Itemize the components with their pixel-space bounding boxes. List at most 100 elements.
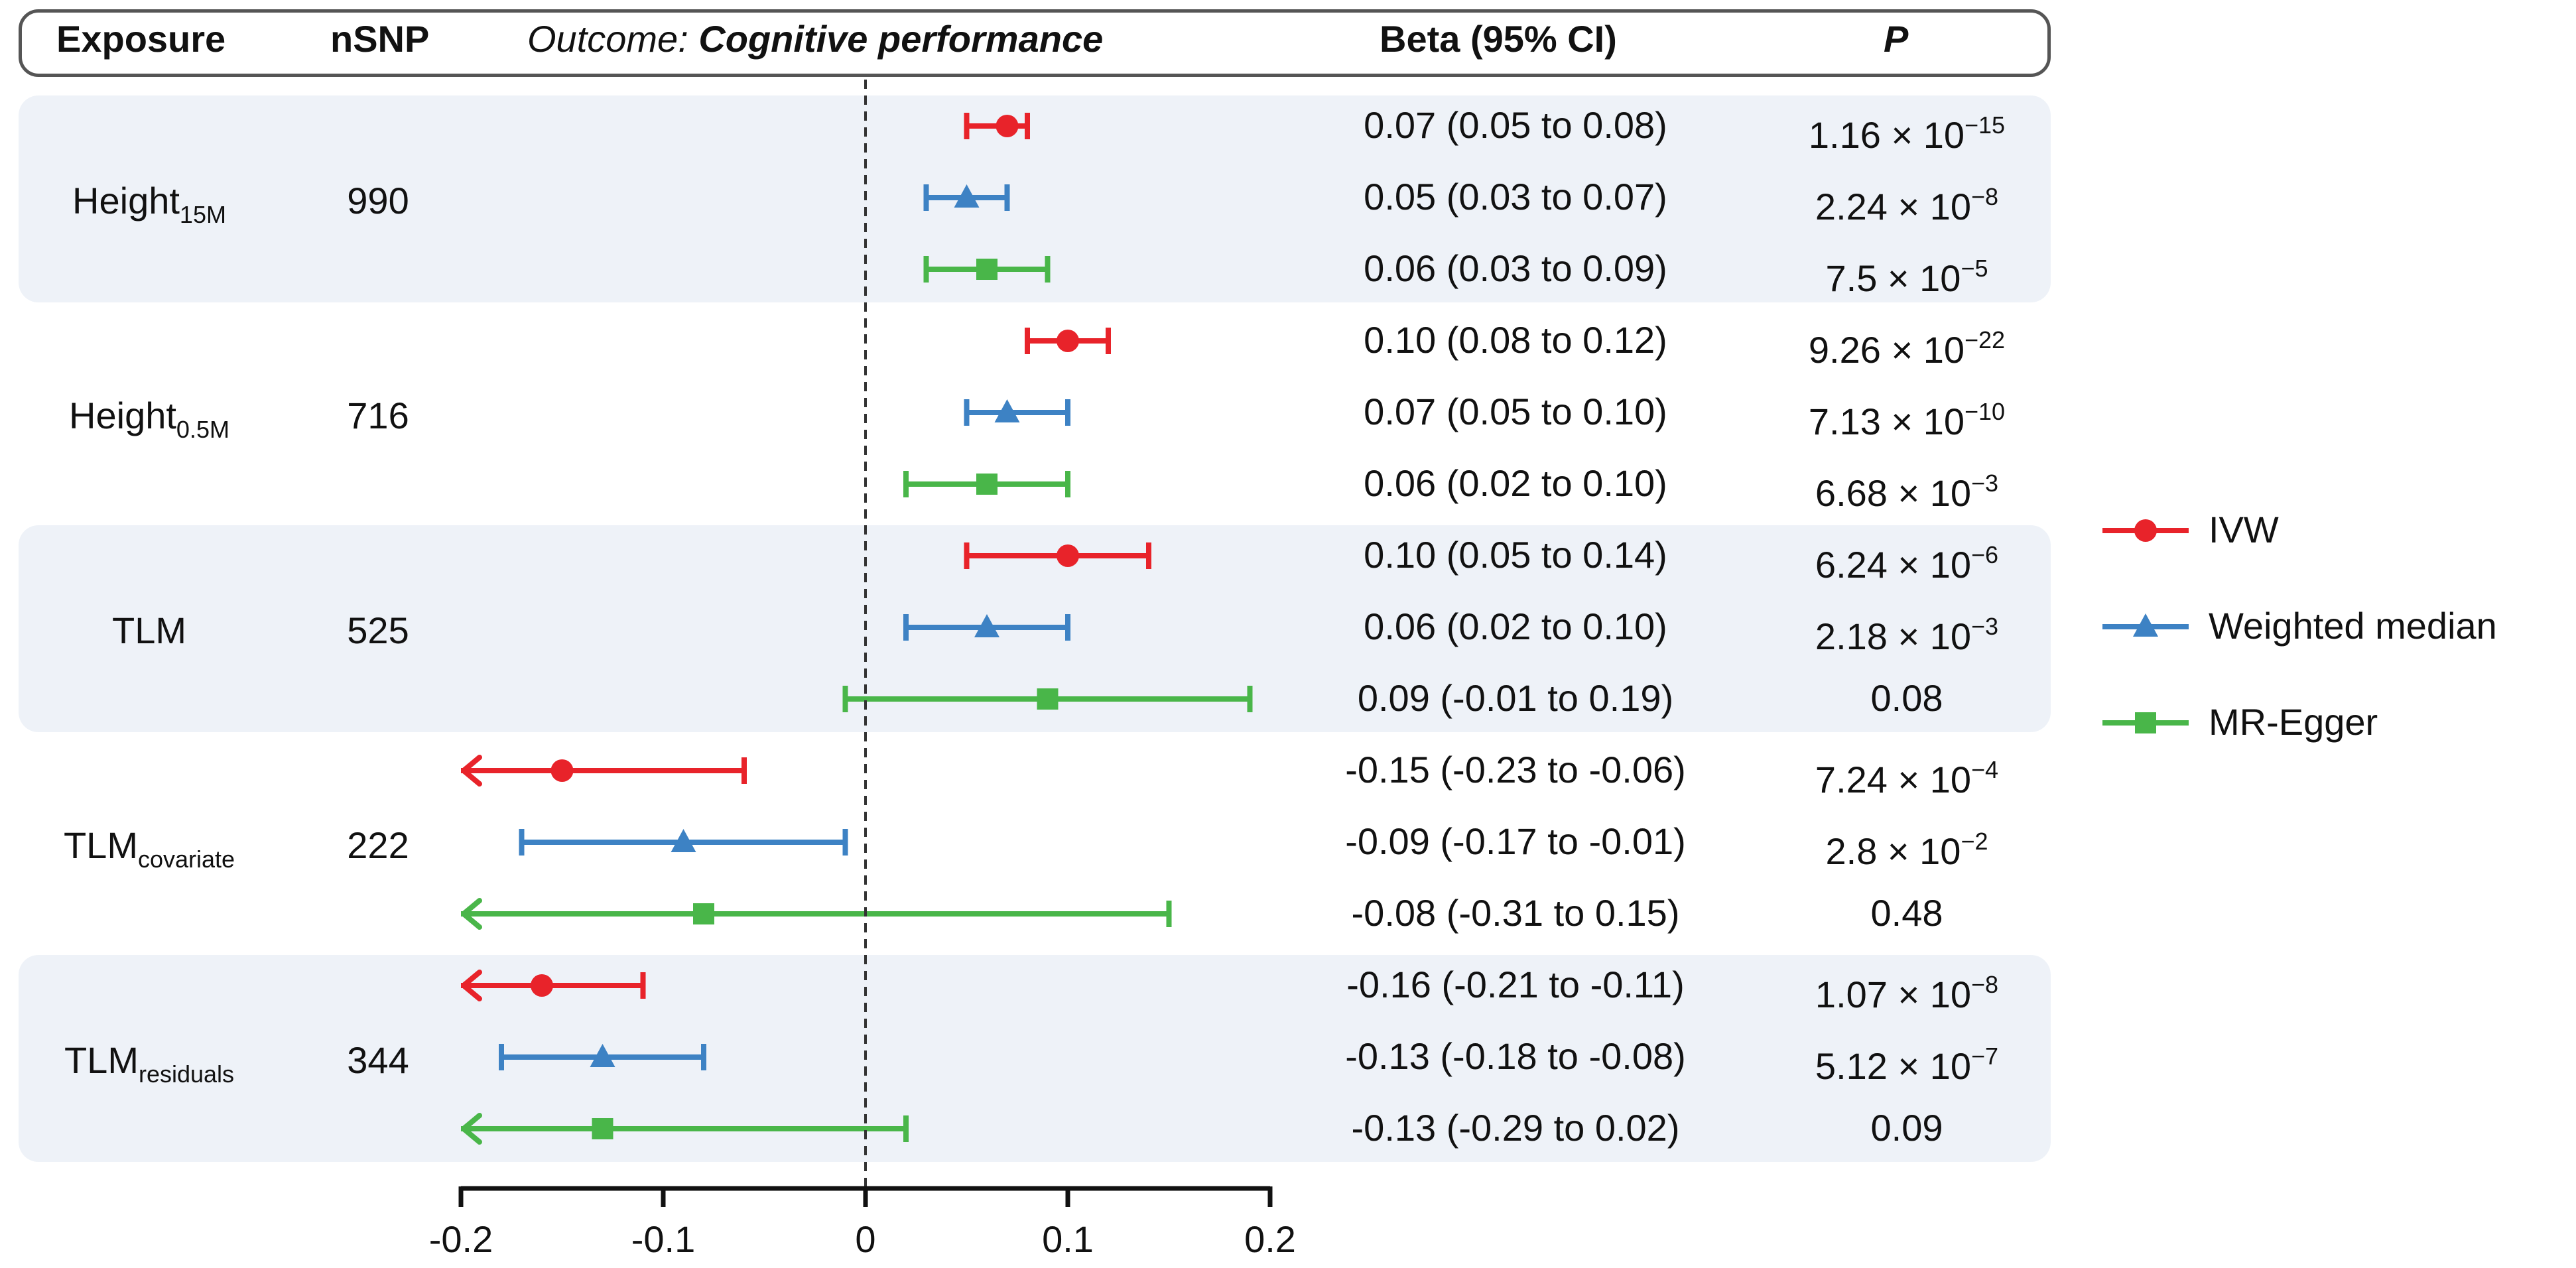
p-mantissa: 0.09	[1870, 1107, 1943, 1149]
legend-label: MR-Egger	[2209, 701, 2378, 743]
beta-ci-value: -0.09 (-0.17 to -0.01)	[1345, 820, 1686, 862]
beta-ci-value: 0.10 (0.05 to 0.14)	[1364, 534, 1667, 576]
p-value: 0.08	[1871, 675, 1943, 722]
forest-row-weighted_median	[519, 829, 848, 856]
point-estimate-triangle	[954, 184, 980, 208]
legend-item-ivw: IVW	[2096, 504, 2560, 557]
exposure-name: TLM	[112, 609, 186, 651]
beta-ci-value: 0.05 (0.03 to 0.07)	[1364, 176, 1667, 218]
p-value: 0.48	[1871, 890, 1943, 936]
beta-ci-value: 0.07 (0.05 to 0.10)	[1364, 391, 1667, 432]
exposure-label: Height0.5M	[69, 393, 229, 453]
header-bar	[19, 9, 2051, 77]
point-estimate-circle	[996, 115, 1019, 137]
exposure-label: Height15M	[72, 178, 226, 238]
exposure-label: TLMresiduals	[64, 1037, 234, 1098]
p-mantissa: 1.16 × 10	[1808, 114, 1965, 156]
point-estimate-circle	[531, 974, 553, 997]
beta-ci-value: -0.15 (-0.23 to -0.06)	[1345, 749, 1686, 791]
x-tick-label: -0.2	[429, 1218, 493, 1260]
p-mantissa: 2.8 × 10	[1825, 830, 1961, 872]
forest-row-mr_egger	[461, 1113, 909, 1145]
legend-item-weighted_median: Weighted median	[2096, 600, 2560, 653]
beta-ci-value: -0.08 (-0.31 to 0.15)	[1351, 892, 1680, 934]
p-mantissa: 5.12 × 10	[1815, 1045, 1972, 1087]
beta-ci-value: 0.06 (0.02 to 0.10)	[1364, 462, 1667, 504]
nsnp-value: 222	[347, 824, 409, 866]
group-band	[19, 955, 2051, 1162]
p-value: 6.24 × 10−6	[1815, 532, 1998, 588]
beta-ci-value: 0.06 (0.02 to 0.10)	[1364, 605, 1667, 647]
point-estimate-triangle	[590, 1044, 615, 1067]
header-nsnp: nSNP	[330, 18, 430, 60]
p-exponent: −10	[1964, 398, 2006, 425]
point-estimate-square	[592, 1118, 613, 1139]
header-outcome: Outcome: Cognitive performance	[527, 16, 1103, 62]
legend-square-icon	[2135, 712, 2156, 733]
point-estimate-square	[693, 903, 714, 924]
x-tick-label: 0.2	[1244, 1218, 1296, 1260]
exposure-label: TLM	[112, 607, 186, 654]
p-mantissa: 7.13 × 10	[1808, 401, 1965, 442]
forest-row-ivw	[461, 755, 747, 787]
forest-row-mr_egger	[461, 898, 1172, 930]
forest-row-ivw	[964, 113, 1030, 139]
header-outcome-name: Cognitive performance	[698, 18, 1104, 60]
p-value: 1.16 × 10−15	[1809, 102, 2005, 158]
forest-row-weighted_median	[903, 614, 1070, 641]
exposure-subscript: residuals	[138, 1060, 235, 1088]
legend-item-mr_egger: MR-Egger	[2096, 696, 2560, 749]
exposure-label: TLMcovariate	[64, 822, 235, 883]
beta-ci-value: -0.16 (-0.21 to -0.11)	[1346, 964, 1685, 1005]
ci-left-arrow	[461, 898, 482, 930]
p-value: 2.18 × 10−3	[1815, 603, 1998, 660]
exposure-subscript: covariate	[137, 846, 235, 873]
p-value: 7.5 × 10−5	[1825, 245, 1988, 302]
forest-row-ivw	[964, 542, 1151, 569]
exposure-name: Height	[69, 395, 176, 436]
p-value: 6.68 × 10−3	[1815, 460, 1998, 517]
nsnp-value: 716	[347, 395, 409, 436]
p-mantissa: 7.24 × 10	[1815, 759, 1972, 800]
p-value: 1.07 × 10−8	[1815, 962, 1998, 1018]
forest-row-weighted_median	[499, 1044, 706, 1070]
p-mantissa: 1.07 × 10	[1815, 974, 1972, 1015]
p-value: 7.13 × 10−10	[1809, 389, 2005, 445]
forest-row-mr_egger	[842, 686, 1253, 712]
x-tick-label: 0	[855, 1218, 875, 1260]
p-mantissa: 9.26 × 10	[1808, 329, 1965, 371]
p-exponent: −7	[1971, 1043, 1999, 1070]
p-mantissa: 0.48	[1870, 892, 1943, 934]
p-value: 7.24 × 10−4	[1815, 747, 1998, 803]
p-exponent: −3	[1971, 613, 1999, 640]
p-mantissa: 2.24 × 10	[1815, 186, 1972, 227]
p-mantissa: 0.08	[1870, 677, 1943, 719]
nsnp-value: 525	[347, 609, 409, 651]
x-tick-label: 0.1	[1042, 1218, 1094, 1260]
point-estimate-triangle	[994, 399, 1020, 422]
beta-ci-value: 0.07 (0.05 to 0.08)	[1364, 104, 1667, 146]
p-mantissa: 6.24 × 10	[1815, 544, 1972, 586]
nsnp-value: 344	[347, 1039, 409, 1081]
forest-row-ivw	[461, 970, 646, 1001]
nsnp-value: 990	[347, 180, 409, 222]
header-exposure: Exposure	[56, 18, 226, 60]
p-exponent: −6	[1971, 541, 1999, 568]
point-estimate-square	[976, 474, 998, 495]
p-value: 5.12 × 10−7	[1815, 1033, 1998, 1090]
exposure-subscript: 0.5M	[176, 416, 229, 443]
p-exponent: −5	[1961, 255, 1988, 282]
ci-left-arrow	[461, 1113, 482, 1145]
exposure-subscript: 15M	[179, 201, 226, 228]
point-estimate-triangle	[671, 829, 696, 852]
p-value: 2.8 × 10−2	[1825, 818, 1988, 875]
p-value: 2.24 × 10−8	[1815, 174, 1998, 230]
legend-label: IVW	[2209, 509, 2279, 550]
legend-swatch	[2102, 519, 2189, 542]
p-value: 9.26 × 10−22	[1809, 317, 2005, 373]
p-exponent: −2	[1961, 828, 1988, 855]
legend-triangle-icon	[2133, 613, 2158, 637]
forest-row-ivw	[1025, 328, 1111, 354]
exposure-name: TLM	[63, 824, 138, 866]
